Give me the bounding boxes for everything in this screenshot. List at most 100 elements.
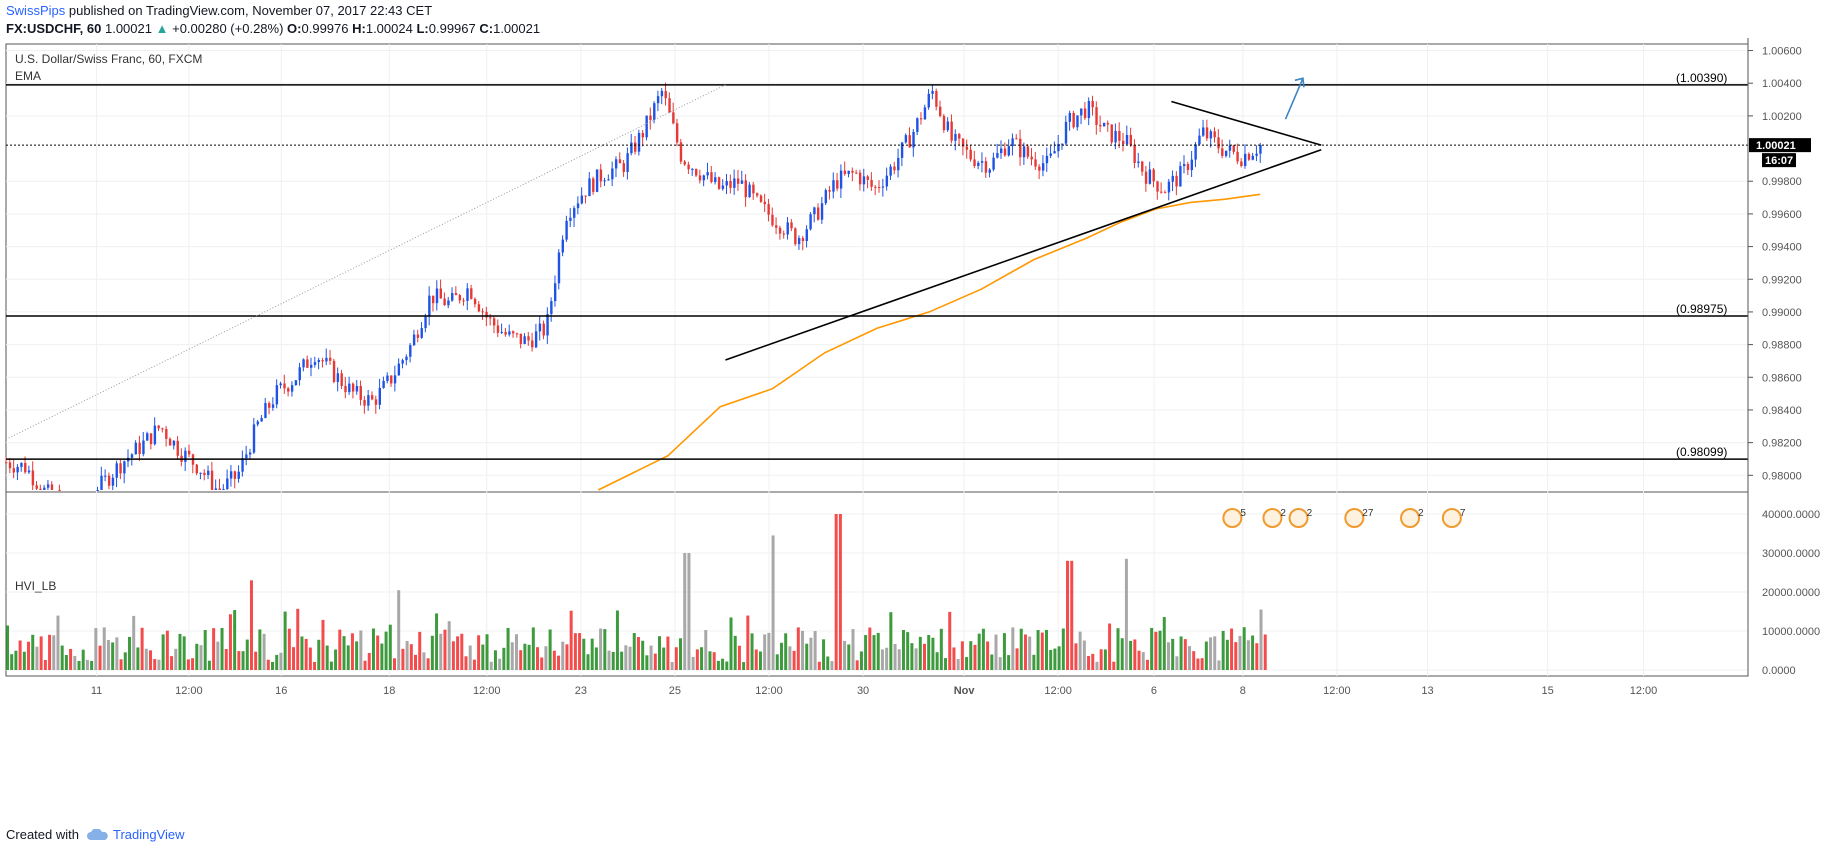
candle-body	[46, 484, 50, 488]
candle-body	[1125, 134, 1129, 145]
candle	[229, 465, 233, 487]
candle	[752, 181, 755, 200]
candle	[679, 138, 683, 165]
candle-body	[961, 138, 965, 147]
change-value: +0.00280 (+0.28%)	[172, 21, 284, 36]
candle	[1053, 141, 1056, 154]
candle-body	[256, 421, 260, 425]
candle	[481, 308, 484, 320]
candle	[592, 176, 595, 195]
hvi-bar	[1044, 629, 1048, 670]
candle-body	[653, 103, 656, 120]
hvi-bar	[464, 656, 468, 670]
candle-body	[241, 458, 244, 472]
candle	[897, 148, 900, 178]
candle	[1030, 148, 1033, 166]
hvi-bar	[161, 634, 165, 670]
open-label: O:	[287, 21, 302, 36]
hvi-bar	[998, 657, 1002, 670]
candle	[283, 374, 286, 394]
candle	[39, 484, 42, 490]
low-value: 0.99967	[428, 21, 476, 36]
candle	[900, 142, 904, 167]
candle-body	[31, 470, 35, 486]
candle-body	[168, 438, 172, 446]
candle-body	[485, 311, 488, 318]
hvi-bar	[864, 635, 868, 670]
hvi-bar	[906, 632, 910, 670]
candle-body	[919, 118, 923, 120]
candle	[321, 357, 324, 368]
hvi-bar	[313, 662, 317, 670]
hvi-bar	[573, 633, 577, 670]
chart-canvas[interactable]: (1.00390)(0.98975)(0.98099)5 2 2 27 2 7 1.006…	[0, 38, 1823, 824]
hvi-bar	[216, 641, 220, 670]
candle	[207, 465, 210, 480]
candle	[470, 284, 473, 300]
candle-body	[435, 288, 439, 304]
candle-body	[1057, 144, 1060, 152]
hvi-bar	[1023, 634, 1027, 670]
hvi-bar	[834, 514, 838, 670]
close-label: C:	[479, 21, 494, 36]
candle	[226, 469, 229, 490]
candle-body	[847, 170, 850, 174]
hvi-bar	[544, 646, 548, 670]
tradingview-label: TradingView	[112, 827, 185, 842]
grid-lines	[5, 43, 1749, 677]
candle-body	[851, 170, 854, 173]
y-tick-label: 1.00600	[1762, 46, 1802, 58]
hvi-bar	[6, 625, 9, 670]
candle	[504, 327, 507, 337]
candle	[161, 427, 164, 433]
hvi-bar	[170, 656, 174, 670]
candle-body	[588, 178, 591, 197]
hvi-y-tick-label: 40000.0000	[1762, 509, 1820, 521]
hvi-bar	[510, 642, 514, 670]
candle	[611, 161, 614, 187]
hvi-bar	[965, 657, 969, 670]
event-flag-icon	[1441, 508, 1462, 528]
candle-body	[355, 386, 359, 392]
hvi-bar	[1032, 654, 1036, 670]
hvi-bar	[165, 630, 169, 670]
candle-body	[508, 331, 511, 335]
candle-body	[824, 190, 828, 204]
candle	[12, 459, 16, 479]
author-link[interactable]: SwissPips	[6, 3, 66, 18]
candle-body	[573, 208, 576, 218]
hvi-bar	[414, 654, 418, 670]
y-tick-label: 0.98600	[1762, 372, 1802, 384]
candle	[973, 150, 976, 169]
candle-body	[870, 179, 873, 187]
candle	[942, 113, 946, 133]
hvi-bar	[1246, 640, 1250, 670]
hvi-bar	[111, 642, 115, 670]
hvi-bar	[14, 650, 18, 670]
candle-body	[329, 357, 332, 361]
candle	[675, 118, 679, 147]
candle-body	[176, 440, 179, 456]
candle	[390, 375, 393, 387]
hvi-bar	[561, 641, 565, 670]
hvi-bar	[136, 647, 140, 670]
candle	[717, 176, 721, 191]
candle	[203, 469, 206, 481]
tradingview-brand[interactable]: TradingView	[86, 827, 185, 842]
candle-body	[496, 325, 500, 333]
candle-body	[748, 184, 751, 198]
hvi-bar	[674, 647, 678, 670]
candle	[1072, 110, 1075, 129]
y-tick-label: 0.99000	[1762, 307, 1802, 319]
hvi-bar	[1255, 643, 1259, 670]
candle	[1068, 110, 1072, 131]
candle	[462, 297, 465, 306]
hvi-bar	[813, 631, 817, 670]
hvi-bar	[649, 645, 653, 670]
hvi-bar	[258, 629, 262, 670]
hvi-bar	[704, 630, 708, 670]
ema-line	[597, 193, 1261, 491]
candle-body	[1026, 146, 1030, 157]
hvi-bar	[35, 646, 39, 670]
hvi-bar	[657, 636, 661, 670]
